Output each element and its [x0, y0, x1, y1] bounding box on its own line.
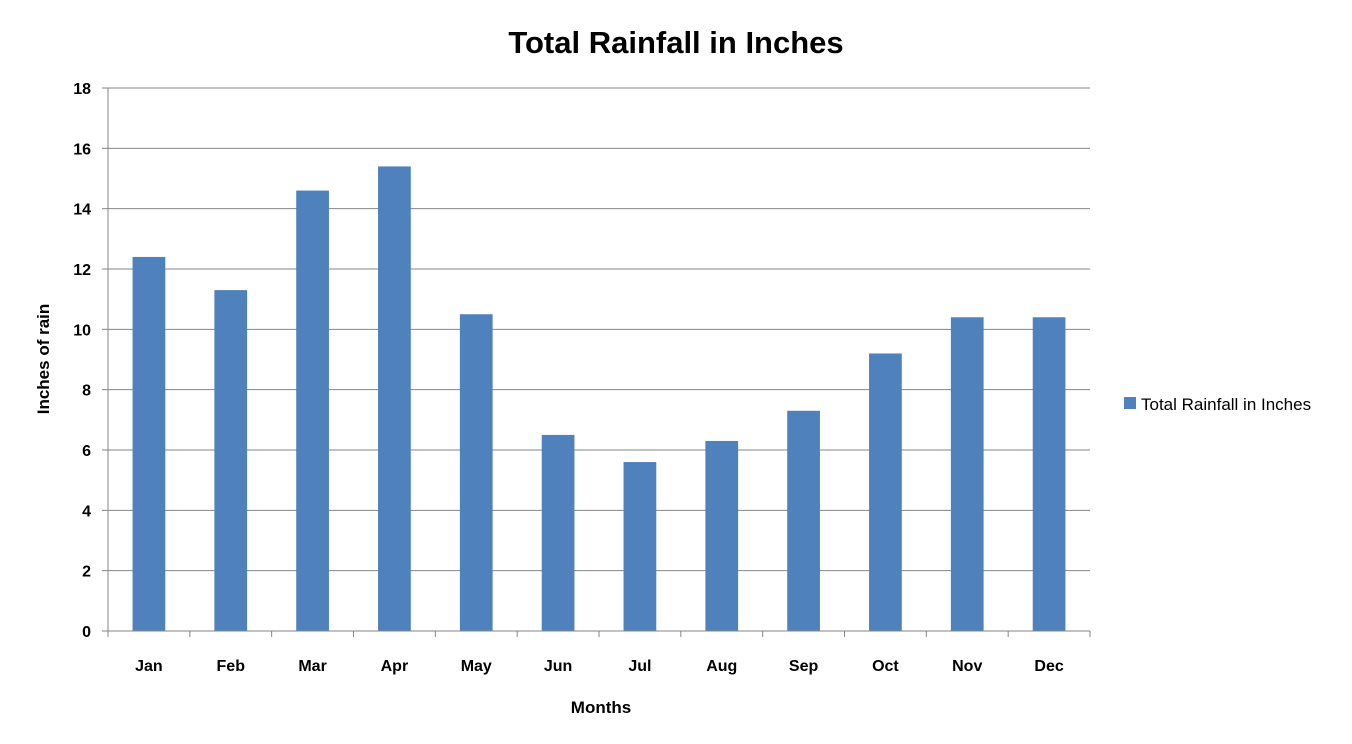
bar-may [459, 314, 493, 631]
bar-nov [950, 317, 984, 631]
x-tick-label: Oct [872, 658, 899, 675]
x-tick-label: Jun [544, 658, 572, 675]
y-tick-label: 2 [82, 564, 91, 581]
x-tick-label: Jul [628, 658, 651, 675]
x-tick-label: Apr [381, 658, 409, 675]
legend-swatch [1124, 397, 1136, 409]
x-tick-label: Sep [789, 658, 819, 675]
y-tick-label: 12 [73, 262, 91, 279]
x-tick-label: Aug [706, 658, 737, 675]
y-tick-label: 16 [73, 141, 91, 158]
chart-title: Total Rainfall in Inches [508, 25, 843, 60]
bar-oct [869, 353, 902, 631]
y-tick-label: 6 [82, 443, 91, 460]
gridlines [108, 87, 1090, 572]
x-axis-label: Months [571, 698, 631, 717]
bar-dec [1032, 317, 1066, 631]
x-tick-label: Mar [298, 658, 326, 675]
bar-apr [378, 166, 411, 631]
x-tick-label: Feb [217, 658, 246, 675]
x-tick-label: Jan [135, 658, 163, 675]
y-tick-label: 14 [73, 202, 91, 219]
x-tick-labels: Jan Feb Mar Apr May Jun Jul Aug Sep Oct Nov Dec [135, 658, 1064, 675]
legend: Total Rainfall in Inches [1124, 395, 1311, 414]
y-tick-label: 18 [73, 81, 91, 98]
legend-label: Total Rainfall in Inches [1141, 395, 1311, 414]
bar-jun [541, 434, 575, 631]
y-tick-label: 10 [73, 322, 91, 339]
x-tick-label: Dec [1034, 658, 1063, 675]
x-tick-label: Nov [952, 658, 982, 675]
bar-jul [623, 462, 657, 631]
y-tick-label: 4 [82, 503, 91, 520]
bars [132, 166, 1066, 632]
bar-aug [705, 440, 739, 631]
y-tick-label: 0 [82, 624, 91, 641]
x-tick-label: May [461, 658, 492, 675]
y-tick-labels: 0 2 4 6 8 10 12 14 16 18 [73, 81, 91, 641]
bar-feb [214, 290, 248, 631]
y-tick-label: 8 [82, 383, 91, 400]
bar-mar [296, 190, 329, 632]
bar-sep [787, 410, 820, 631]
axes [102, 87, 1091, 637]
bar-jan [132, 256, 166, 631]
y-axis-label: Inches of rain [34, 304, 53, 415]
